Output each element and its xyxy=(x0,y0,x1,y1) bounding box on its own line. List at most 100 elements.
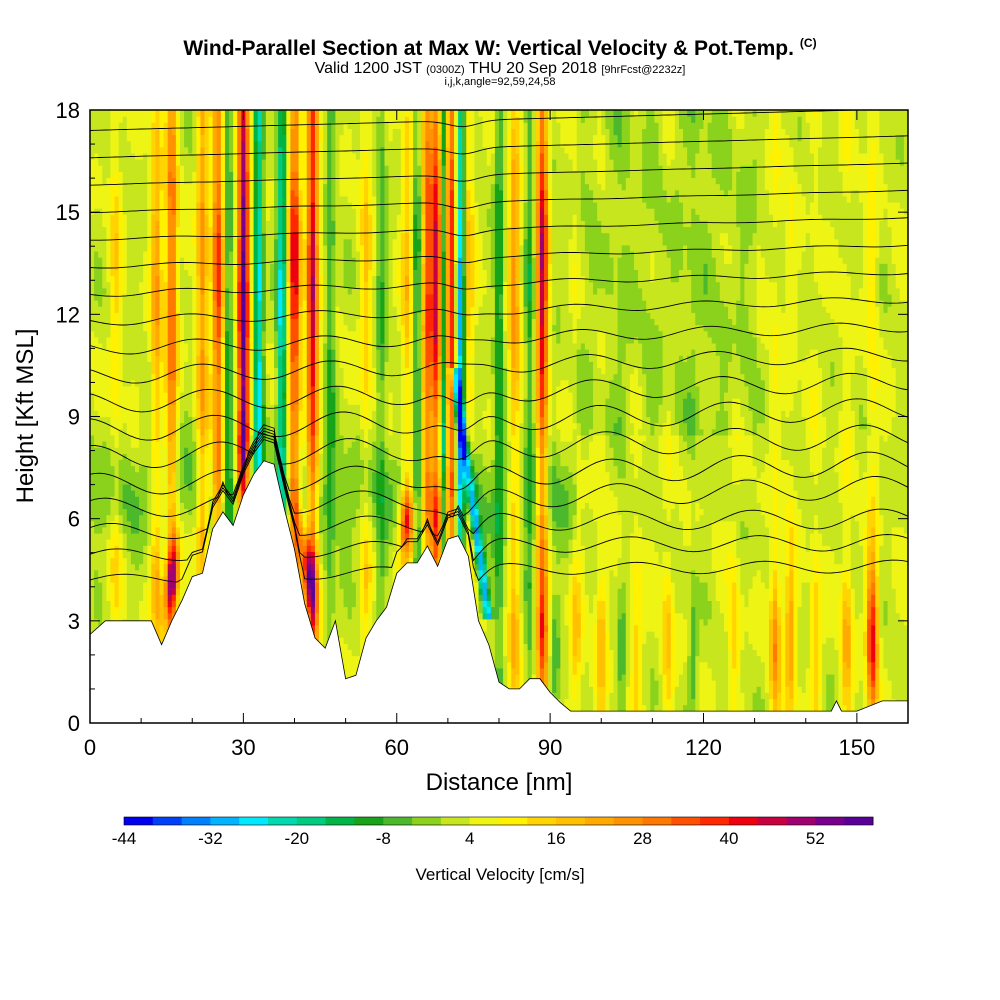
field-cell xyxy=(200,208,206,215)
field-cell xyxy=(188,165,193,172)
field-cell xyxy=(282,226,287,234)
field-cell xyxy=(233,257,238,264)
field-cell xyxy=(208,367,214,375)
field-cell xyxy=(208,422,214,430)
field-cell xyxy=(220,465,226,473)
field-cell xyxy=(163,624,169,632)
field-cell xyxy=(233,263,238,270)
field-cell xyxy=(122,508,128,516)
field-cell xyxy=(94,287,99,295)
field-cell xyxy=(245,189,251,197)
field-cell xyxy=(200,152,206,160)
field-cell xyxy=(163,330,169,338)
field-cell xyxy=(282,496,287,503)
field-cell xyxy=(167,532,173,540)
field-cell xyxy=(184,177,189,185)
field-cell xyxy=(184,220,189,228)
field-cell xyxy=(229,159,234,166)
field-cell xyxy=(130,324,136,332)
field-cell xyxy=(122,189,128,197)
field-cell xyxy=(290,496,296,503)
field-cell xyxy=(102,257,107,264)
field-cell xyxy=(274,116,279,123)
field-cell xyxy=(151,324,157,332)
field-cell xyxy=(192,263,197,270)
field-cell xyxy=(188,557,193,565)
field-cell xyxy=(192,349,197,356)
field-cell xyxy=(224,293,230,301)
field-cell xyxy=(184,404,189,411)
field-cell xyxy=(147,165,152,172)
field-cell xyxy=(269,110,275,117)
field-cell xyxy=(229,238,234,246)
field-cell xyxy=(220,471,226,479)
field-cell xyxy=(241,434,247,442)
field-cell xyxy=(139,355,144,362)
field-cell xyxy=(147,447,152,454)
field-cell xyxy=(151,471,157,479)
field-cell xyxy=(114,306,120,313)
field-cell xyxy=(237,300,242,307)
field-cell xyxy=(126,532,132,540)
field-cell xyxy=(106,588,112,595)
field-cell xyxy=(253,152,259,160)
field-cell xyxy=(102,122,107,129)
field-cell xyxy=(118,281,124,289)
field-cell xyxy=(278,477,283,485)
field-cell xyxy=(151,122,157,129)
field-cell xyxy=(118,165,124,172)
field-cell xyxy=(175,330,181,338)
field-cell xyxy=(212,220,218,228)
field-cell xyxy=(163,575,169,583)
field-cell xyxy=(208,238,214,246)
field-cell xyxy=(167,551,173,559)
field-cell xyxy=(253,183,259,191)
field-cell xyxy=(265,404,271,411)
field-cell xyxy=(159,201,165,209)
field-cell xyxy=(143,355,148,362)
field-cell xyxy=(274,342,279,350)
field-cell xyxy=(118,447,124,454)
field-cell xyxy=(286,306,292,313)
field-cell xyxy=(237,238,242,246)
field-cell xyxy=(245,391,251,399)
field-cell xyxy=(233,293,238,301)
field-cell xyxy=(98,306,103,313)
field-cell xyxy=(155,447,161,454)
field-cell xyxy=(143,195,148,203)
field-cell xyxy=(192,373,197,381)
field-cell xyxy=(98,416,103,424)
field-cell xyxy=(94,600,99,608)
field-cell xyxy=(122,177,128,185)
field-cell xyxy=(159,165,165,172)
field-cell xyxy=(114,201,120,209)
field-cell xyxy=(196,183,202,191)
field-cell xyxy=(282,336,287,344)
field-cell xyxy=(212,134,218,142)
field-cell xyxy=(155,128,161,136)
field-cell xyxy=(274,293,279,301)
field-cell xyxy=(179,287,185,295)
field-cell xyxy=(134,612,140,620)
field-cell xyxy=(110,379,116,387)
field-cell xyxy=(102,447,107,454)
field-cell xyxy=(134,244,140,252)
field-cell xyxy=(94,471,99,479)
field-cell xyxy=(155,116,161,123)
field-cell xyxy=(269,300,275,307)
field-cell xyxy=(204,281,210,289)
field-cell xyxy=(114,612,120,620)
field-cell xyxy=(200,159,206,166)
field-cell xyxy=(102,189,107,197)
field-cell xyxy=(229,342,234,350)
field-cell xyxy=(134,287,140,295)
field-cell xyxy=(179,428,185,436)
field-cell xyxy=(212,379,218,387)
field-cell xyxy=(126,330,132,338)
field-cell xyxy=(175,373,181,381)
field-cell xyxy=(196,379,202,387)
field-cell xyxy=(98,594,103,601)
field-cell xyxy=(237,410,242,418)
field-cell xyxy=(114,465,120,473)
field-cell xyxy=(102,208,107,215)
